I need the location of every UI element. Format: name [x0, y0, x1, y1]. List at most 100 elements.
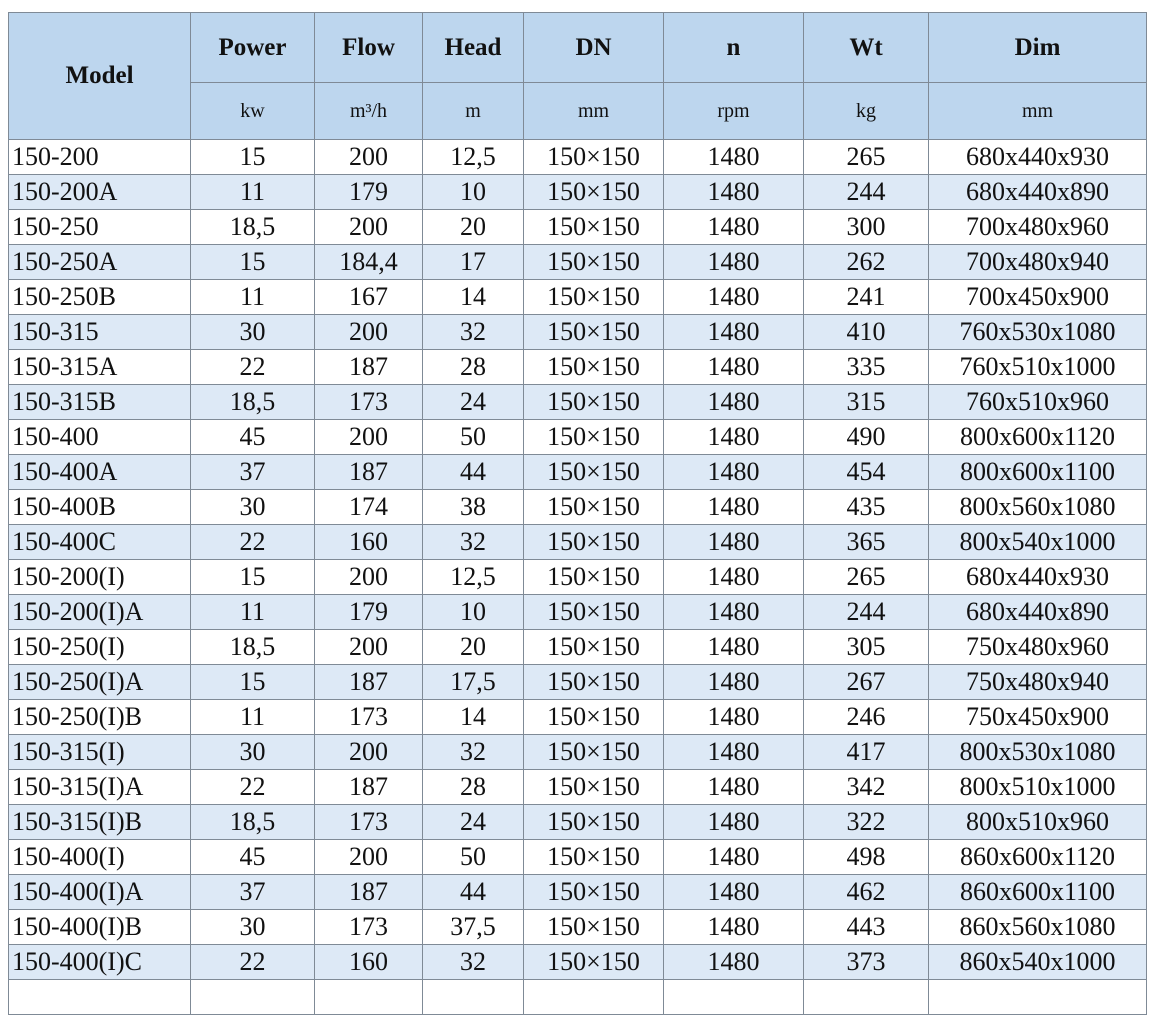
cell-dn: 150×150: [523, 909, 664, 945]
cell-model: 150-250B: [8, 279, 191, 315]
cell-power: 15: [190, 244, 315, 280]
table-row: 150-315 30 200 32 150×150 1480 410 760x530x1080: [8, 314, 1147, 350]
cell-dim: 700x480x960: [928, 209, 1147, 245]
cell-flow: 187: [314, 769, 423, 805]
cell-power: 11: [190, 699, 315, 735]
cell-model: 150-250(I)A: [8, 664, 191, 700]
cell-power: 30: [190, 734, 315, 770]
column-header-wt: Wt: [803, 12, 929, 83]
cell-power: 30: [190, 314, 315, 350]
cell-head: 12,5: [422, 139, 524, 175]
table-row: 150-200A 11 179 10 150×150 1480 244 680x440x890: [8, 174, 1147, 210]
unit-head: m: [422, 82, 524, 140]
cell-head: 14: [422, 699, 524, 735]
cell-wt: 454: [803, 454, 929, 490]
table-row: 150-315A 22 187 28 150×150 1480 335 760x510x100…: [8, 349, 1147, 385]
cell-head: 28: [422, 769, 524, 805]
cell-dim: 680x440x930: [928, 139, 1147, 175]
cell-n: 1480: [663, 839, 804, 875]
cell-wt: 265: [803, 139, 929, 175]
cell-flow: 179: [314, 594, 423, 630]
cell-model: 150-400: [8, 419, 191, 455]
cell-dn: 150×150: [523, 734, 664, 770]
cell-model: 150-200(I): [8, 559, 191, 595]
cell-model: 150-315B: [8, 384, 191, 420]
cell-dim: 860x540x1000: [928, 944, 1147, 980]
cell-wt: 305: [803, 629, 929, 665]
cell-dim: 800x530x1080: [928, 734, 1147, 770]
cell-flow: 167: [314, 279, 423, 315]
cell-wt: 322: [803, 804, 929, 840]
cell-dim: 860x600x1120: [928, 839, 1147, 875]
cell-wt: 410: [803, 314, 929, 350]
empty-cell: [314, 979, 423, 1015]
cell-head: 32: [422, 734, 524, 770]
cell-model: 150-400C: [8, 524, 191, 560]
cell-dn: 150×150: [523, 664, 664, 700]
cell-dim: 860x560x1080: [928, 909, 1147, 945]
cell-power: 22: [190, 769, 315, 805]
cell-head: 50: [422, 839, 524, 875]
cell-wt: 435: [803, 489, 929, 525]
column-header-power: Power: [190, 12, 315, 83]
cell-head: 37,5: [422, 909, 524, 945]
cell-flow: 200: [314, 559, 423, 595]
table-row: 150-400(I)B 30 173 37,5 150×150 1480 443 860x56…: [8, 909, 1147, 945]
table-row: 150-400(I)A 37 187 44 150×150 1480 462 860x600x…: [8, 874, 1147, 910]
cell-flow: 174: [314, 489, 423, 525]
cell-flow: 200: [314, 419, 423, 455]
cell-model: 150-315: [8, 314, 191, 350]
cell-power: 18,5: [190, 629, 315, 665]
cell-n: 1480: [663, 314, 804, 350]
column-header-model: Model: [8, 12, 191, 140]
cell-dn: 150×150: [523, 874, 664, 910]
cell-dn: 150×150: [523, 629, 664, 665]
cell-dn: 150×150: [523, 314, 664, 350]
cell-head: 10: [422, 174, 524, 210]
cell-n: 1480: [663, 664, 804, 700]
cell-dn: 150×150: [523, 594, 664, 630]
column-header-dn: DN: [523, 12, 664, 83]
cell-power: 37: [190, 454, 315, 490]
cell-n: 1480: [663, 209, 804, 245]
cell-head: 20: [422, 209, 524, 245]
table-row: 150-200(I)A 11 179 10 150×150 1480 244 680x440x…: [8, 594, 1147, 630]
cell-head: 20: [422, 629, 524, 665]
cell-flow: 173: [314, 384, 423, 420]
table-row: 150-250A 15 184,4 17 150×150 1480 262 700x480x9…: [8, 244, 1147, 280]
cell-flow: 200: [314, 314, 423, 350]
cell-dn: 150×150: [523, 174, 664, 210]
cell-flow: 173: [314, 699, 423, 735]
cell-power: 18,5: [190, 384, 315, 420]
cell-dn: 150×150: [523, 804, 664, 840]
table-row: 150-400 45 200 50 150×150 1480 490 800x600x1120: [8, 419, 1147, 455]
cell-power: 30: [190, 909, 315, 945]
table-row: 150-200 15 200 12,5 150×150 1480 265 680x440x93…: [8, 139, 1147, 175]
table-row: 150-250 18,5 200 20 150×150 1480 300 700x480x96…: [8, 209, 1147, 245]
cell-dn: 150×150: [523, 349, 664, 385]
cell-n: 1480: [663, 349, 804, 385]
cell-dim: 680x440x930: [928, 559, 1147, 595]
column-header-dim: Dim: [928, 12, 1147, 83]
table-row: 150-250B 11 167 14 150×150 1480 241 700x450x900: [8, 279, 1147, 315]
cell-model: 150-250(I)B: [8, 699, 191, 735]
cell-model: 150-200: [8, 139, 191, 175]
table-row: 150-400A 37 187 44 150×150 1480 454 800x600x110…: [8, 454, 1147, 490]
cell-dn: 150×150: [523, 489, 664, 525]
cell-wt: 335: [803, 349, 929, 385]
cell-dim: 680x440x890: [928, 174, 1147, 210]
cell-head: 32: [422, 524, 524, 560]
cell-wt: 267: [803, 664, 929, 700]
cell-wt: 241: [803, 279, 929, 315]
cell-head: 32: [422, 944, 524, 980]
cell-n: 1480: [663, 559, 804, 595]
cell-dn: 150×150: [523, 699, 664, 735]
cell-n: 1480: [663, 734, 804, 770]
cell-wt: 244: [803, 594, 929, 630]
cell-dim: 750x480x940: [928, 664, 1147, 700]
cell-dim: 750x480x960: [928, 629, 1147, 665]
cell-wt: 373: [803, 944, 929, 980]
table-row: 150-200(I) 15 200 12,5 150×150 1480 265 680x440…: [8, 559, 1147, 595]
cell-dim: 800x600x1120: [928, 419, 1147, 455]
cell-power: 18,5: [190, 209, 315, 245]
